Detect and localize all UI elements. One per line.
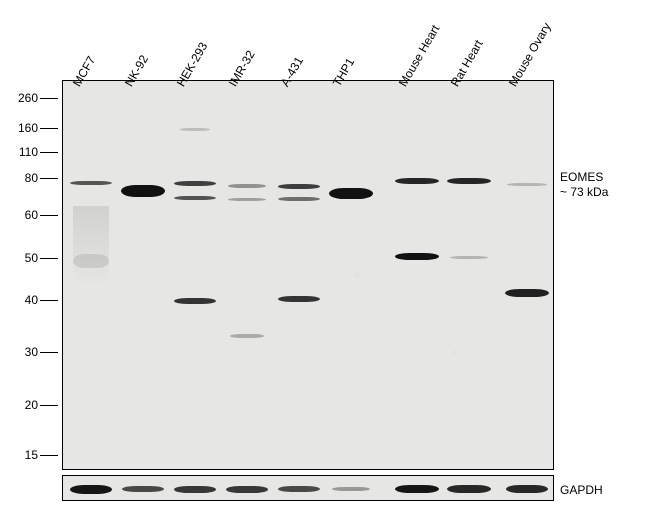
mw-marker-label: 260 [8, 91, 38, 105]
protein-band [278, 296, 320, 302]
mw-marker-label: 80 [8, 171, 38, 185]
protein-band [395, 253, 439, 260]
mw-marker-tick [40, 405, 58, 406]
mw-marker-label: 15 [8, 448, 38, 462]
protein-band [121, 185, 165, 197]
mw-marker-label: 40 [8, 293, 38, 307]
protein-band [447, 178, 491, 184]
protein-band [507, 183, 547, 186]
loading-band [447, 485, 491, 493]
loading-band [174, 486, 216, 493]
mw-marker-tick [40, 152, 58, 153]
mw-marker-label: 30 [8, 345, 38, 359]
loading-control-panel [62, 475, 554, 501]
main-blot-panel [62, 80, 554, 470]
mw-marker-tick [40, 178, 58, 179]
mw-marker-tick [40, 455, 58, 456]
loading-band [226, 486, 268, 493]
mw-marker-label: 160 [8, 121, 38, 135]
band-smear [73, 206, 109, 286]
target-mw-label: ~ 73 kDa [560, 185, 608, 199]
loading-band [506, 485, 548, 493]
mw-marker-label: 110 [8, 145, 38, 159]
lane-label: Mouse Ovary [506, 20, 554, 89]
protein-band [180, 128, 210, 131]
protein-band [174, 181, 216, 186]
loading-band [122, 486, 164, 492]
loading-band [332, 487, 370, 491]
mw-marker-tick [40, 128, 58, 129]
protein-band [174, 298, 216, 304]
blot-grain [63, 81, 553, 469]
protein-band [230, 334, 264, 338]
protein-band [174, 196, 216, 200]
protein-band [70, 181, 112, 185]
mw-marker-tick [40, 215, 58, 216]
mw-marker-tick [40, 352, 58, 353]
mw-marker-label: 20 [8, 398, 38, 412]
protein-band [228, 198, 266, 201]
protein-band [450, 256, 488, 259]
loading-control-label: GAPDH [560, 483, 603, 497]
loading-band [395, 485, 439, 493]
target-protein-label: EOMES [560, 170, 603, 184]
mw-marker-tick [40, 98, 58, 99]
protein-band [278, 184, 320, 189]
protein-band [278, 197, 320, 201]
mw-marker-label: 50 [8, 251, 38, 265]
western-blot-figure: 26016011080605040302015 MCF7NK-92HEK-293… [0, 0, 650, 525]
mw-marker-tick [40, 300, 58, 301]
mw-marker-label: 60 [8, 208, 38, 222]
protein-band [505, 289, 549, 297]
protein-band [395, 178, 439, 184]
protein-band [228, 184, 266, 188]
loading-band [70, 485, 112, 494]
protein-band [329, 188, 373, 199]
mw-marker-tick [40, 258, 58, 259]
loading-band [278, 486, 320, 492]
